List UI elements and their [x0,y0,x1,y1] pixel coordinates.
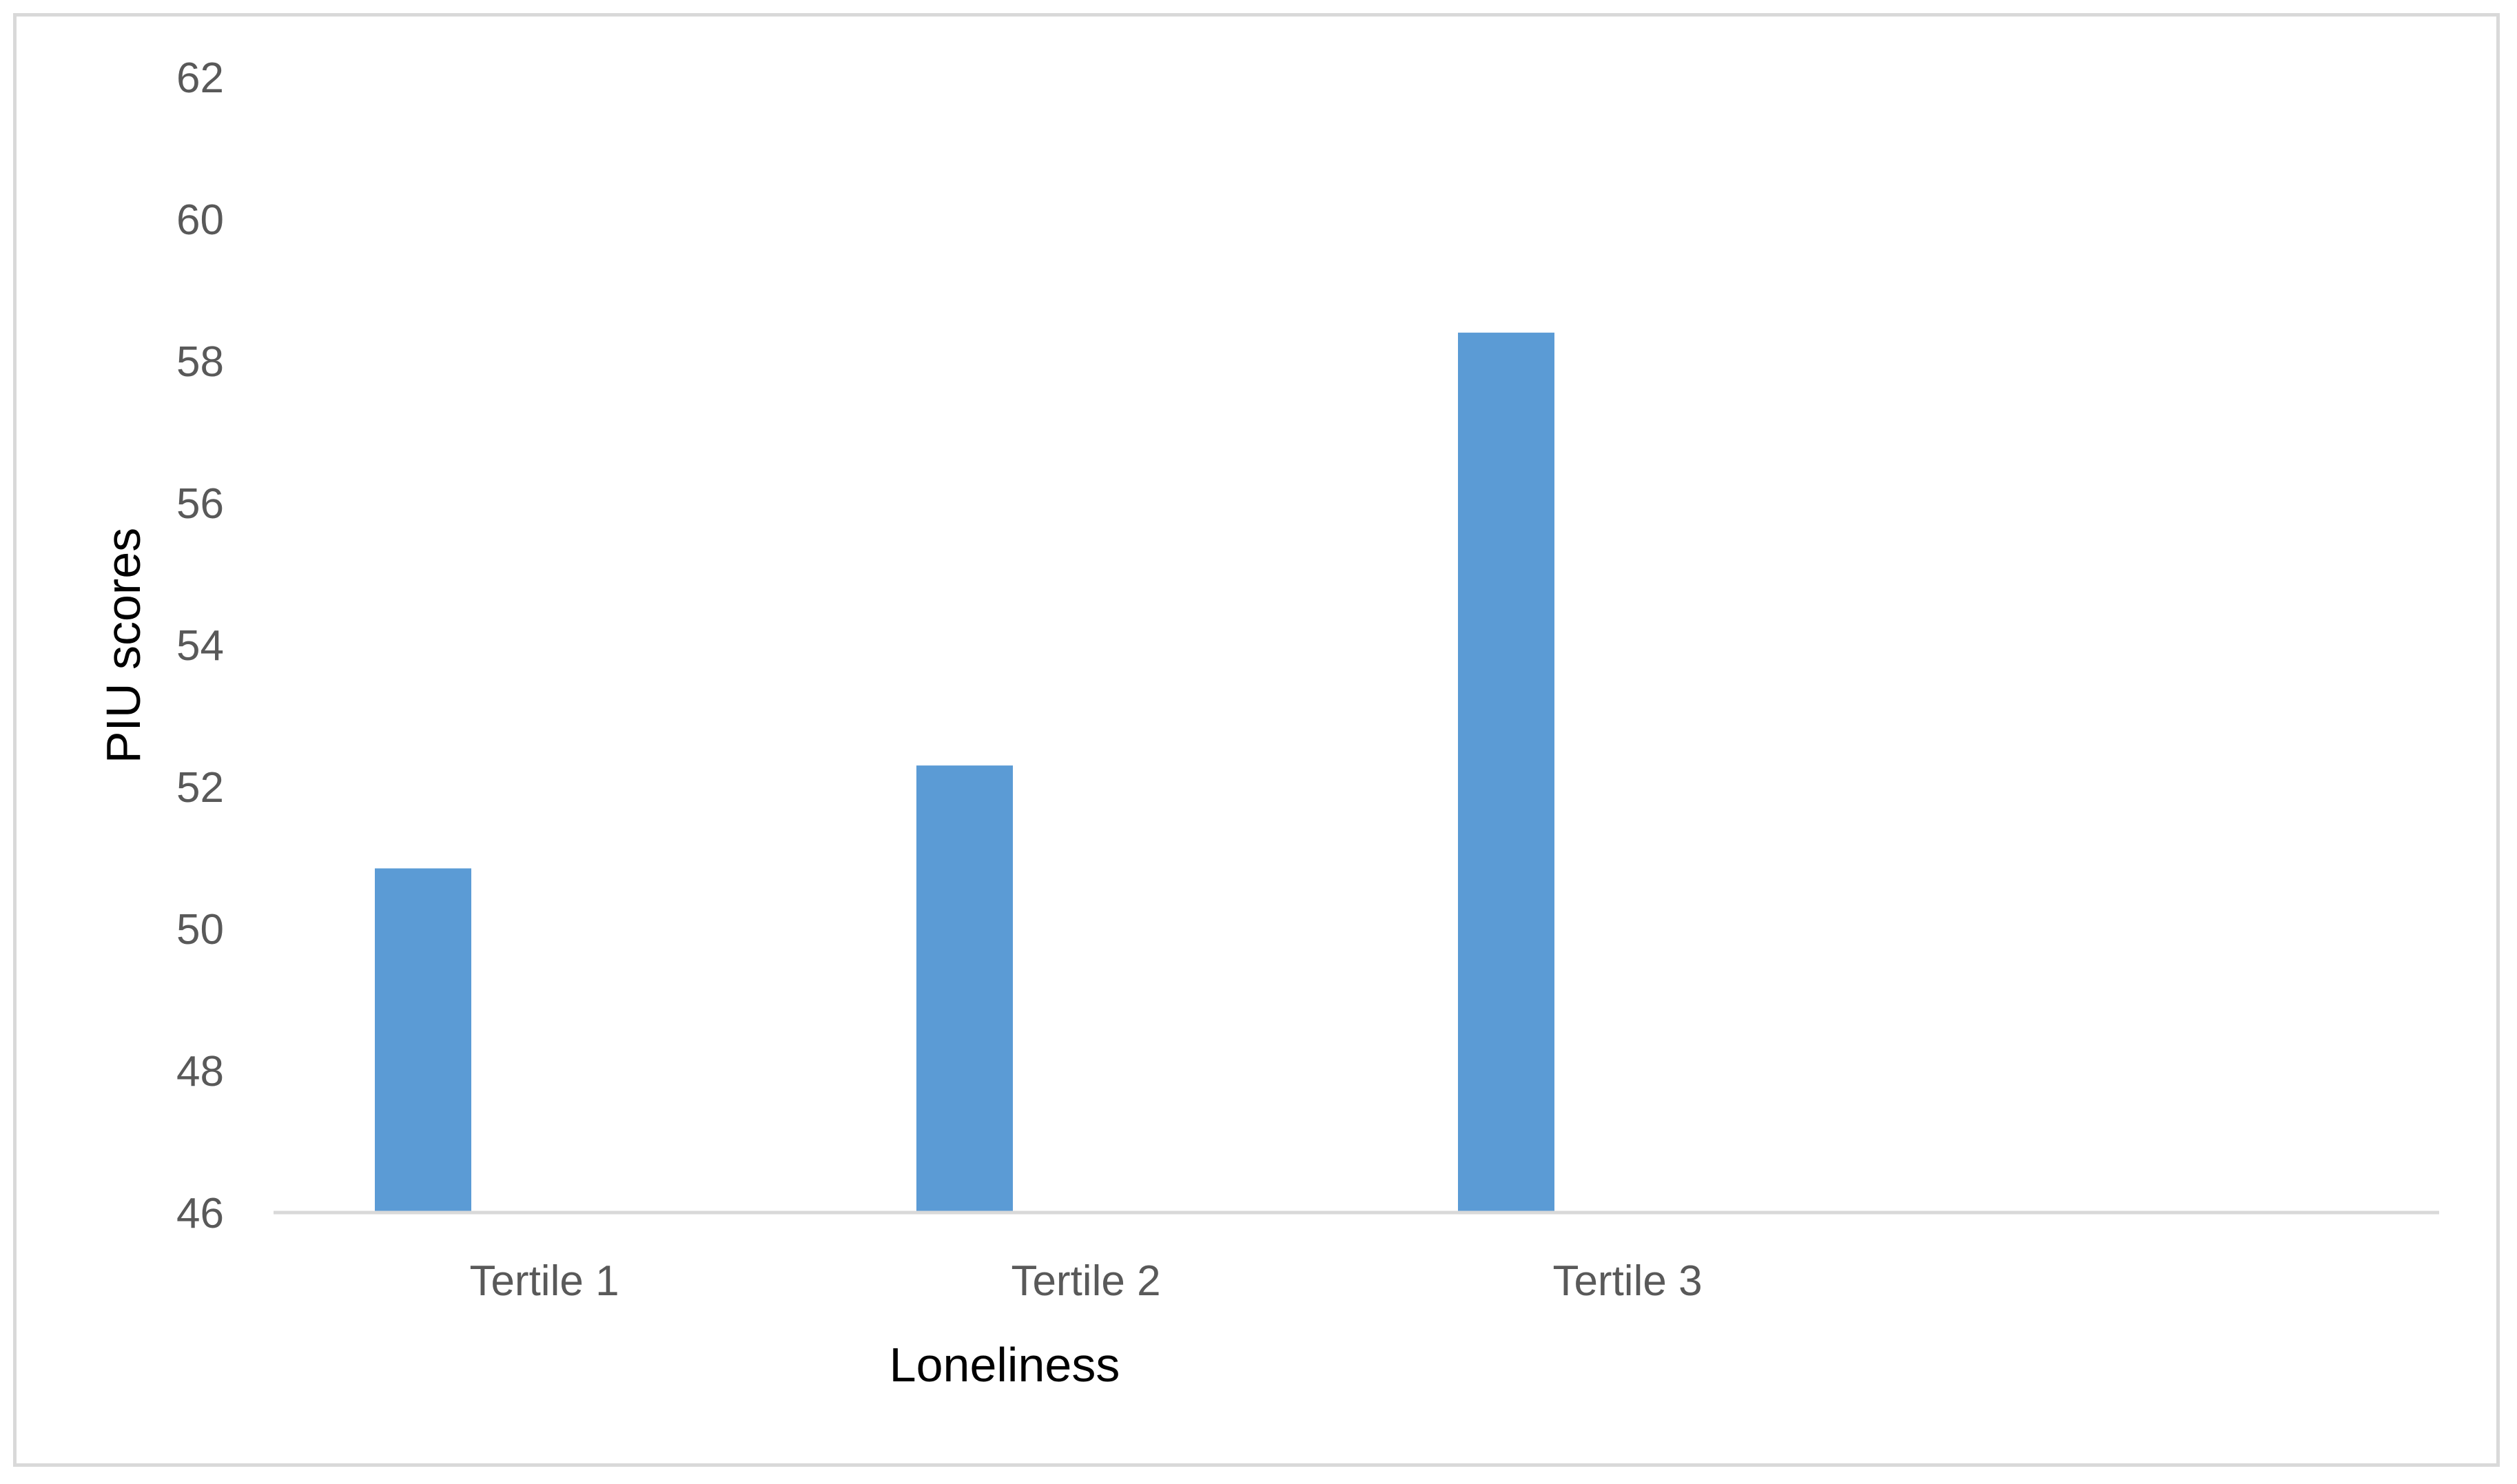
y-tick-label: 50 [176,906,224,954]
y-tick-label: 56 [176,480,224,528]
bar-tertile-1 [375,868,471,1213]
y-tick-label: 58 [176,338,224,386]
bar-tertile-2 [916,765,1013,1213]
x-tick-label: Tertile 1 [469,1257,619,1305]
y-tick-label: 52 [176,764,224,812]
y-axis-ticks: 46 48 50 52 54 56 58 60 62 [176,54,224,1237]
y-tick-label: 62 [176,54,224,102]
x-tick-label: Tertile 3 [1552,1257,1702,1305]
y-tick-label: 46 [176,1190,224,1237]
bar-tertile-3 [1458,332,1554,1213]
chart-frame [13,13,2500,1467]
y-tick-label: 48 [176,1048,224,1095]
x-axis-ticks: Tertile 1 Tertile 2 Tertile 3 [469,1257,1702,1305]
y-axis-title: PIU scores [96,528,150,763]
y-tick-label: 60 [176,196,224,244]
x-tick-label: Tertile 2 [1011,1257,1160,1305]
y-tick-label: 54 [176,622,224,670]
bars [375,332,1554,1213]
x-axis-title: Loneliness [890,1338,1120,1392]
